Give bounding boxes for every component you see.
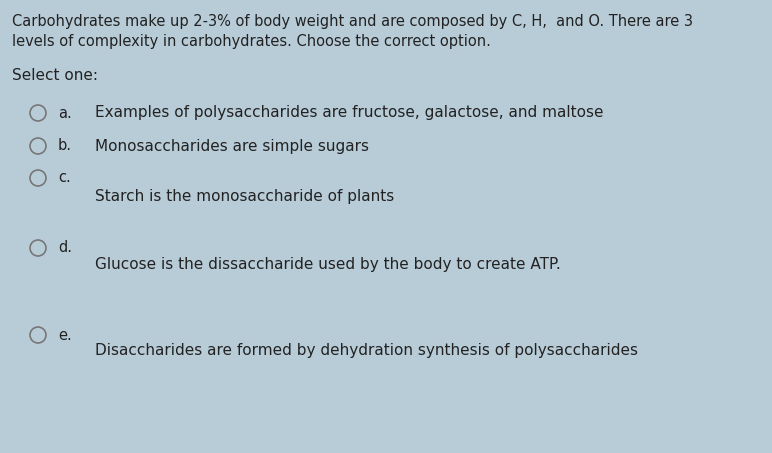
Text: Disaccharides are formed by dehydration synthesis of polysaccharides: Disaccharides are formed by dehydration …: [95, 342, 638, 357]
Text: Select one:: Select one:: [12, 68, 98, 83]
Text: Monosaccharides are simple sugars: Monosaccharides are simple sugars: [95, 139, 369, 154]
Text: Examples of polysaccharides are fructose, galactose, and maltose: Examples of polysaccharides are fructose…: [95, 106, 604, 120]
Text: c.: c.: [58, 170, 71, 185]
Text: b.: b.: [58, 139, 72, 154]
Text: Starch is the monosaccharide of plants: Starch is the monosaccharide of plants: [95, 188, 394, 203]
Text: e.: e.: [58, 328, 72, 342]
Text: a.: a.: [58, 106, 72, 120]
Text: levels of complexity in carbohydrates. Choose the correct option.: levels of complexity in carbohydrates. C…: [12, 34, 491, 49]
Text: Carbohydrates make up 2-3% of body weight and are composed by C, H,  and O. Ther: Carbohydrates make up 2-3% of body weigh…: [12, 14, 693, 29]
Text: Glucose is the dissaccharide used by the body to create ATP.: Glucose is the dissaccharide used by the…: [95, 256, 560, 271]
Text: d.: d.: [58, 241, 72, 255]
